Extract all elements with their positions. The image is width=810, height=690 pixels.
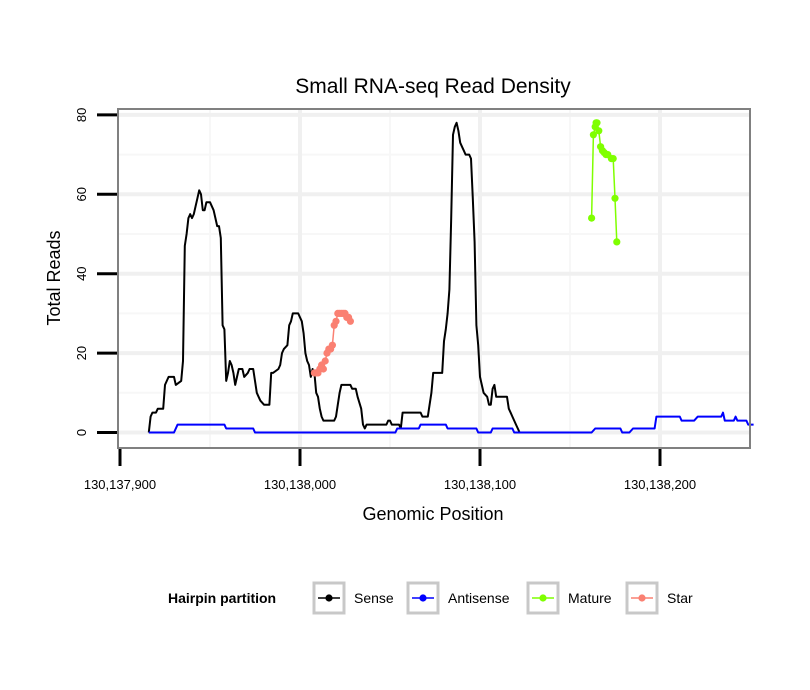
data-point-star: [346, 317, 354, 325]
data-point-star: [328, 341, 336, 349]
data-point-mature: [609, 155, 617, 163]
axes: 0 20 40 60 80 130,137,900 130,138,000 130,138,1…: [74, 108, 696, 492]
legend-label-star: Star: [667, 590, 693, 606]
series-line-sense: [147, 121, 543, 434]
data-point-mature: [593, 119, 601, 127]
legend-label-antisense: Antisense: [448, 590, 510, 606]
x-tick-label: 130,138,100: [444, 477, 516, 492]
x-tick-label: 130,137,900: [84, 477, 156, 492]
y-tick-label: 60: [74, 187, 89, 201]
legend-label-sense: Sense: [354, 590, 394, 606]
data-point-star: [332, 317, 340, 325]
legend-marker-star: [638, 594, 646, 602]
y-tick-label: 0: [74, 429, 89, 436]
plot-panel: [118, 109, 750, 448]
legend-marker-sense: [325, 594, 333, 602]
chart-title: Small RNA-seq Read Density: [295, 75, 571, 98]
data-point-mature: [589, 131, 598, 139]
series-line-antisense: [148, 411, 754, 434]
y-tick-label: 80: [74, 108, 89, 122]
data-point-star: [319, 365, 327, 373]
data-point-star: [321, 357, 329, 365]
legend-title: Hairpin partition: [168, 590, 276, 606]
grid-lines: [118, 109, 750, 448]
series-layer: [147, 119, 754, 434]
legend: Hairpin partition Sense Antisense Mature St…: [168, 581, 693, 615]
legend-marker-antisense: [419, 594, 427, 602]
data-point-mature: [613, 238, 621, 246]
data-point-mature: [595, 127, 603, 135]
x-tick-label: 130,138,200: [624, 477, 696, 492]
y-tick-label: 40: [74, 266, 89, 280]
legend-marker-mature: [539, 594, 547, 602]
plot-border: [117, 108, 751, 449]
data-point-mature: [588, 214, 596, 222]
x-tick-label: 130,138,000: [264, 477, 336, 492]
y-axis-title: Total Reads: [44, 230, 64, 325]
legend-label-mature: Mature: [568, 590, 612, 606]
x-axis-title: Genomic Position: [362, 504, 503, 524]
data-point-mature: [611, 194, 619, 202]
y-tick-label: 20: [74, 346, 89, 360]
